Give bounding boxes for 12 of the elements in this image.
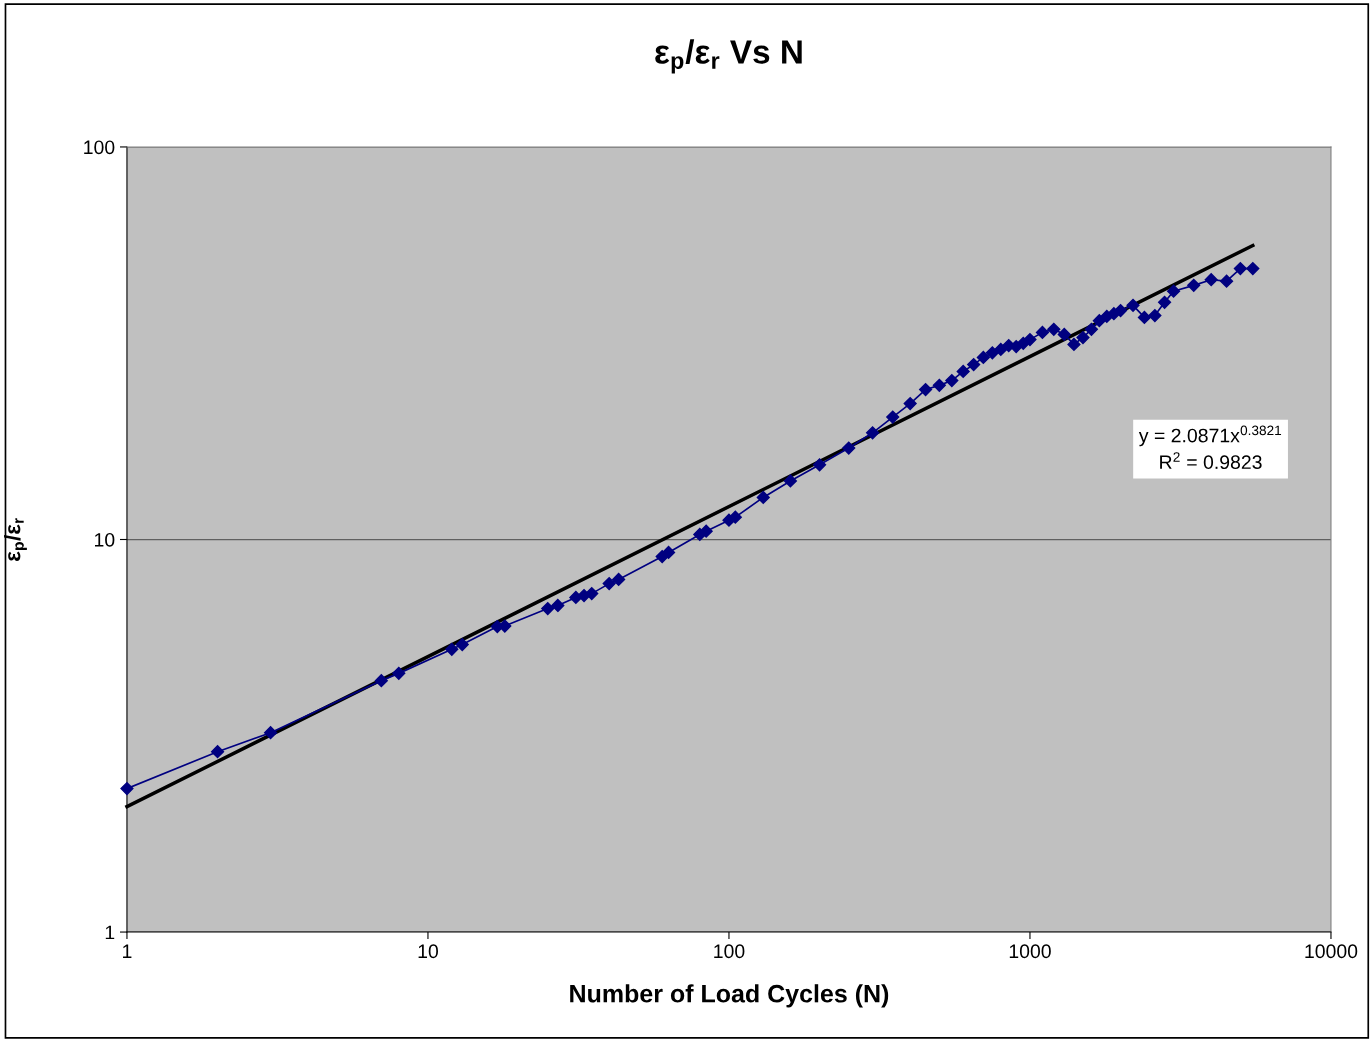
chart-title: ε$_{p}$/ε$_{r}$ Vs N xyxy=(655,39,802,74)
y-tick-label: 1 xyxy=(105,925,115,940)
x-axis-title: Number of Load Cycles (N) xyxy=(570,984,889,1008)
y-tick-label: 100 xyxy=(84,140,115,155)
y-tick-label: 10 xyxy=(95,532,115,547)
text: y = 2.0871x$^{0.3821}$ R$^{2}$ = 0.9823 xyxy=(1138,425,1282,470)
x-tick-label: 100 xyxy=(714,944,745,959)
x-tick-label: 1000 xyxy=(1009,944,1051,959)
y-axis-title: ε$_{p}$/ε$_{r}$ xyxy=(4,518,27,561)
x-tick-label: 10 xyxy=(418,944,439,959)
x-tick-label: 10000 xyxy=(1305,944,1358,959)
x-tick-label: 1 xyxy=(123,944,132,958)
